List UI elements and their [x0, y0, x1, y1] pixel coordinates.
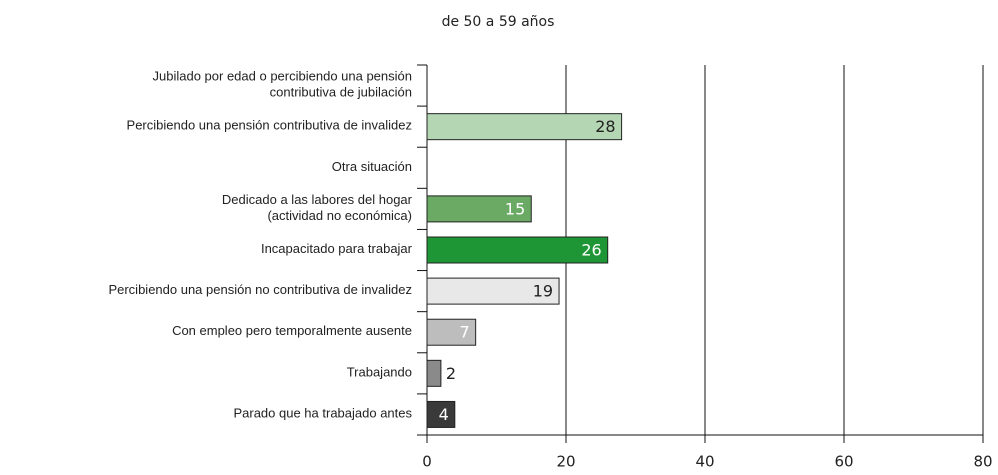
value-label: 19 — [533, 282, 553, 301]
y-tick-label: Parado que ha trabajado antes — [233, 406, 412, 421]
x-tick-label: 60 — [834, 453, 853, 471]
value-label: 26 — [581, 241, 601, 260]
bar — [426, 359, 442, 387]
value-label: 15 — [505, 199, 525, 218]
value-label: 28 — [595, 117, 615, 136]
x-tick-label: 40 — [695, 453, 714, 471]
y-tick-label: Dedicado a las labores del hogar (activid… — [222, 192, 413, 223]
y-tick-label: Percibiendo una pensión no contributiva … — [108, 283, 412, 298]
y-tick-label: Con empleo pero temporalmente ausente — [172, 324, 412, 339]
bar — [426, 400, 456, 428]
y-tick-label: Percibiendo una pensión contributiva de … — [127, 118, 412, 133]
x-tick-label: 0 — [422, 453, 432, 471]
x-tick-label: 20 — [556, 453, 575, 471]
bar — [426, 195, 532, 223]
bar — [426, 277, 560, 305]
y-tick-label: Incapacitado para trabajar — [261, 241, 413, 256]
value-label: 7 — [459, 323, 469, 342]
bar — [426, 318, 477, 346]
bar — [426, 236, 609, 264]
bar — [426, 113, 623, 141]
y-tick-label: Otra situación — [332, 159, 412, 174]
y-tick-label: Jubilado por edad o percibiendo una pens… — [153, 69, 412, 100]
y-tick-label: Trabajando — [347, 365, 412, 380]
value-label: 4 — [439, 405, 449, 424]
value-label: 2 — [446, 364, 456, 383]
chart-title: de 50 a 59 años — [442, 14, 555, 30]
x-tick-label: 80 — [973, 453, 992, 471]
